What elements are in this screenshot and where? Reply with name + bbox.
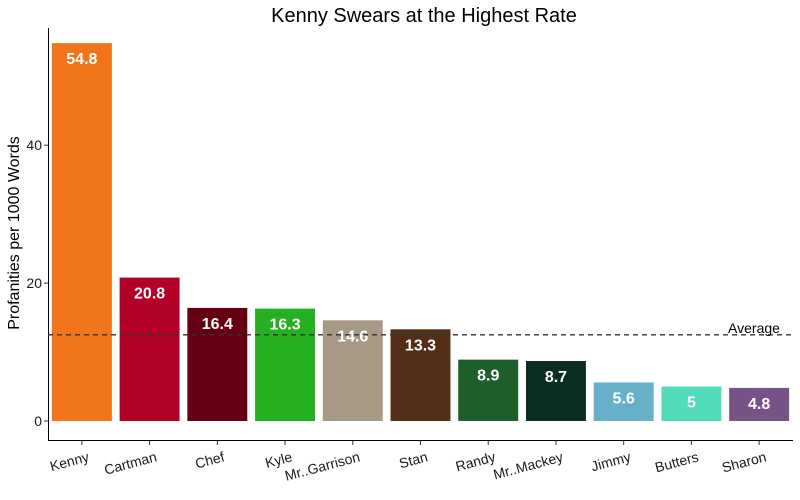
- bar-chef: [187, 307, 248, 421]
- bar-mr-mackey: [525, 361, 586, 421]
- x-tick-label: Mr..Garrison: [283, 448, 362, 483]
- bar-value-label: 13.3: [405, 337, 436, 354]
- x-tick-label: Butters: [653, 448, 700, 475]
- x-tick-label: Stan: [397, 448, 429, 471]
- bar-value-label: 16.4: [202, 316, 233, 333]
- bar-jimmy: [593, 382, 654, 421]
- bar-mr-garrison: [322, 320, 383, 421]
- bar-kyle: [255, 308, 316, 421]
- bar-value-label: 5.6: [613, 390, 635, 407]
- x-tick-label: Kenny: [48, 448, 90, 474]
- y-tick-label: 40: [26, 137, 42, 153]
- x-tick-label: Kyle: [263, 448, 294, 471]
- x-tick-label: Chef: [193, 448, 226, 471]
- x-tick-label: Cartman: [102, 448, 158, 477]
- bar-value-label: 5: [687, 395, 696, 412]
- bar-randy: [458, 359, 519, 421]
- bar-value-label: 14.6: [337, 328, 368, 345]
- average-label: Average: [728, 320, 780, 336]
- chart-title: Kenny Swears at the Highest Rate: [271, 5, 577, 27]
- bar-value-label: 8.9: [477, 368, 499, 385]
- bar-value-label: 16.3: [269, 317, 300, 334]
- bar-value-label: 4.8: [748, 396, 770, 413]
- x-tick-label: Jimmy: [589, 448, 632, 474]
- bar-kenny: [51, 43, 112, 421]
- bar-stan: [390, 329, 451, 421]
- y-axis-title: Profanities per 1000 Words: [6, 136, 23, 330]
- y-tick-label: 0: [34, 413, 42, 429]
- bar-butters: [661, 386, 722, 421]
- x-tick-label: Randy: [454, 448, 497, 474]
- bar-value-label: 20.8: [134, 286, 165, 303]
- bar-cartman: [119, 277, 180, 421]
- bar-sharon: [729, 387, 790, 421]
- y-tick-label: 20: [26, 275, 42, 291]
- bar-value-label: 54.8: [66, 51, 97, 68]
- bar-value-label: 8.7: [545, 369, 567, 386]
- x-tick-label: Mr..Mackey: [491, 448, 564, 482]
- x-tick-label: Sharon: [720, 448, 768, 475]
